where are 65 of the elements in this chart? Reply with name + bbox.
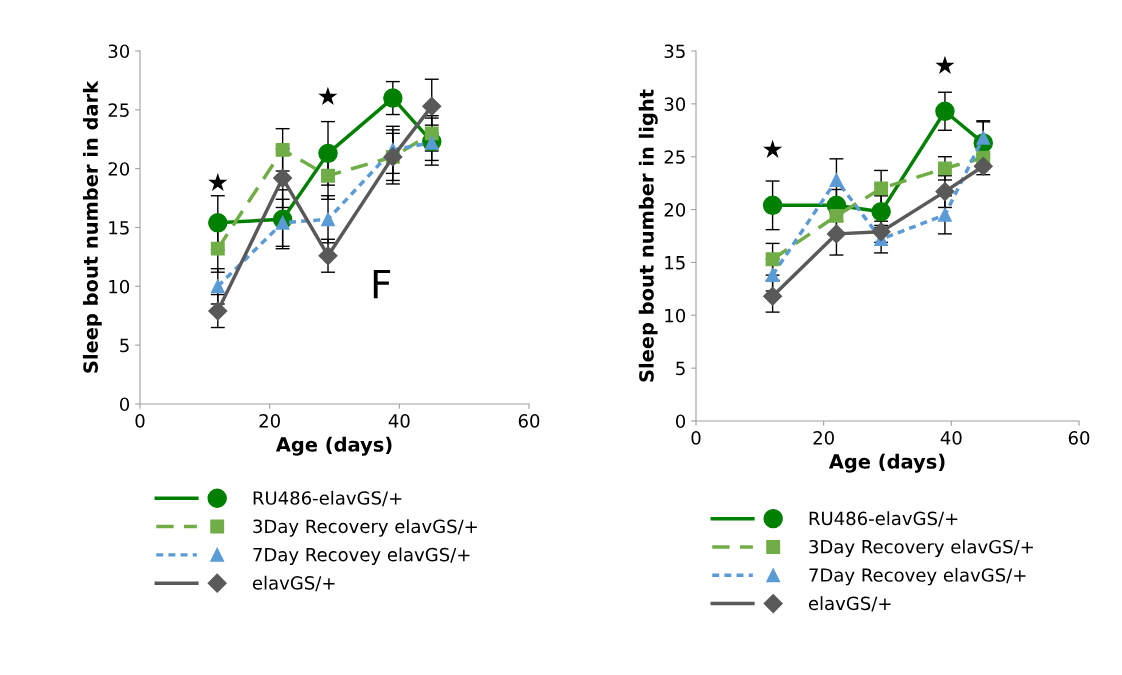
legend-label: 7Day Recovey elavGS/+ [253,547,470,565]
y-tick-label: 15 [665,256,685,270]
annotation: ★ [935,55,955,74]
point [208,301,228,321]
point [935,182,955,202]
y-axis-title: Sleep bout number in light [638,89,658,382]
x-tick-label: 0 [691,431,701,445]
y-tick-label: 10 [665,308,686,323]
point [826,224,846,244]
x-tick-label: 60 [518,414,540,428]
annotation: ★ [318,86,338,105]
point [935,101,955,121]
point [424,126,439,141]
point [763,286,783,306]
y-tick-label: 30 [664,97,686,111]
y-axis-title: Sleep bout number in dark [82,80,102,373]
point [318,143,338,164]
point [874,181,889,196]
point [938,207,952,222]
y-tick-label: 10 [109,279,130,294]
legend-label: RU486-elavGS/+ [253,490,402,507]
legend-label: 7Day Recovey elavGS/+ [809,567,1026,586]
annotation: ★ [208,172,228,192]
point [208,213,228,233]
y-tick-label: 25 [108,103,129,117]
point [938,161,952,176]
point [829,208,844,223]
point [321,168,335,183]
point [318,246,338,266]
point [383,88,403,108]
point [871,201,891,222]
point [275,142,290,157]
legend-label: RU486-elavGS/+ [809,511,958,527]
y-tick-label: 0 [119,397,130,412]
annotation: ★ [763,139,783,158]
legend-label: elavGS/+ [808,596,891,612]
x-tick-label: 20 [813,431,834,445]
y-tick-label: 35 [664,44,685,59]
y-tick-label: 5 [120,338,129,353]
x-tick-label: 20 [259,414,280,428]
x-tick-label: 40 [388,414,410,428]
point [210,279,225,294]
x-axis-title: Age (days) [828,453,945,473]
x-tick-label: 60 [1068,431,1090,445]
point [321,212,335,227]
y-tick-label: 15 [109,221,129,235]
y-tick-label: 30 [108,44,130,59]
point [422,96,442,116]
legend-label: 3Day Recovery elavGS/+ [809,539,1033,558]
point [210,241,225,256]
x-tick-label: 0 [135,414,145,428]
legend-label: elavGS/+ [252,575,335,592]
annotation: F [373,269,391,299]
point [765,252,780,267]
point [273,168,293,188]
y-tick-label: 25 [664,150,685,164]
x-axis-title: Age (days) [275,436,392,456]
y-tick-label: 20 [664,203,686,217]
y-tick-label: 20 [108,162,130,176]
y-tick-label: 5 [676,361,685,376]
x-tick-label: 40 [940,431,962,445]
point [829,173,844,187]
point [765,268,780,283]
point [762,195,783,216]
legend-label: 3Day Recovery elavGS/+ [253,519,477,537]
